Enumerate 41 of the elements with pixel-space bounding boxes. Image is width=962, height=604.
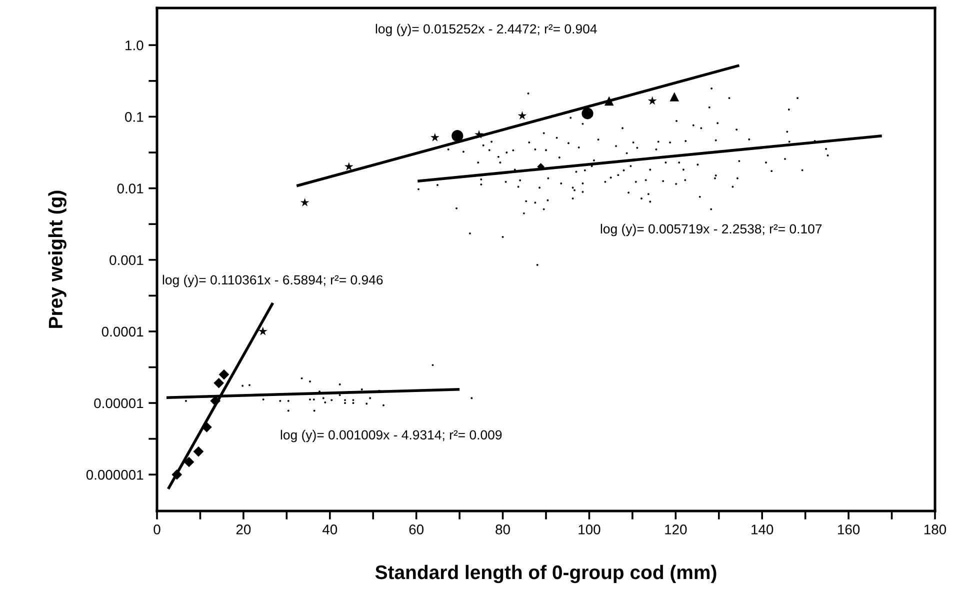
point xyxy=(648,96,657,105)
point xyxy=(344,162,354,170)
point xyxy=(193,446,204,457)
x-axis-title: Standard length of 0-group cod (mm) xyxy=(375,564,716,584)
y-tick-label: 0.000001 xyxy=(86,470,144,480)
y-tick-label: 0.00001 xyxy=(94,398,144,408)
point xyxy=(537,163,544,170)
point xyxy=(452,130,464,142)
annotation: log (y)= 0.001009x - 4.9314; r²= 0.009 xyxy=(280,430,502,442)
annotation: log (y)= 0.005719x - 2.2538; r²= 0.107 xyxy=(600,224,822,236)
x-tick-label: 180 xyxy=(924,524,946,534)
x-tick-label: 160 xyxy=(838,524,860,534)
point xyxy=(218,369,230,380)
y-tick-label: 0.1 xyxy=(125,112,144,122)
point xyxy=(202,422,212,432)
x-tick-label: 20 xyxy=(236,524,251,534)
point xyxy=(670,92,680,102)
x-tick-label: 40 xyxy=(322,524,338,534)
x-tick-label: 60 xyxy=(409,524,424,534)
point xyxy=(518,111,527,120)
point xyxy=(258,326,268,336)
x-tick-label: 80 xyxy=(496,524,510,534)
y-tick-label: 0.01 xyxy=(117,184,144,194)
x-tick-label: 140 xyxy=(752,524,774,534)
point xyxy=(300,198,310,206)
y-tick-label: 0.001 xyxy=(110,255,144,266)
y-tick-label: 0.0001 xyxy=(102,326,144,337)
y-tick-label: 1.0 xyxy=(126,40,144,50)
x-tick-label: 120 xyxy=(665,524,687,534)
x-tick-label: 0 xyxy=(154,524,160,534)
point xyxy=(582,108,594,120)
x-tick-label: 100 xyxy=(578,524,600,534)
point xyxy=(474,130,484,138)
point xyxy=(604,96,614,106)
y-axis-title: Prey weight (g) xyxy=(48,190,66,328)
point xyxy=(214,378,224,388)
point xyxy=(430,132,440,142)
point xyxy=(184,456,194,468)
annotation: log (y)= 0.015252x - 2.4472; r²= 0.904 xyxy=(376,24,597,36)
point xyxy=(172,469,182,480)
annotation: log (y)= 0.110361x - 6.5894; r²= 0.946 xyxy=(162,274,383,288)
